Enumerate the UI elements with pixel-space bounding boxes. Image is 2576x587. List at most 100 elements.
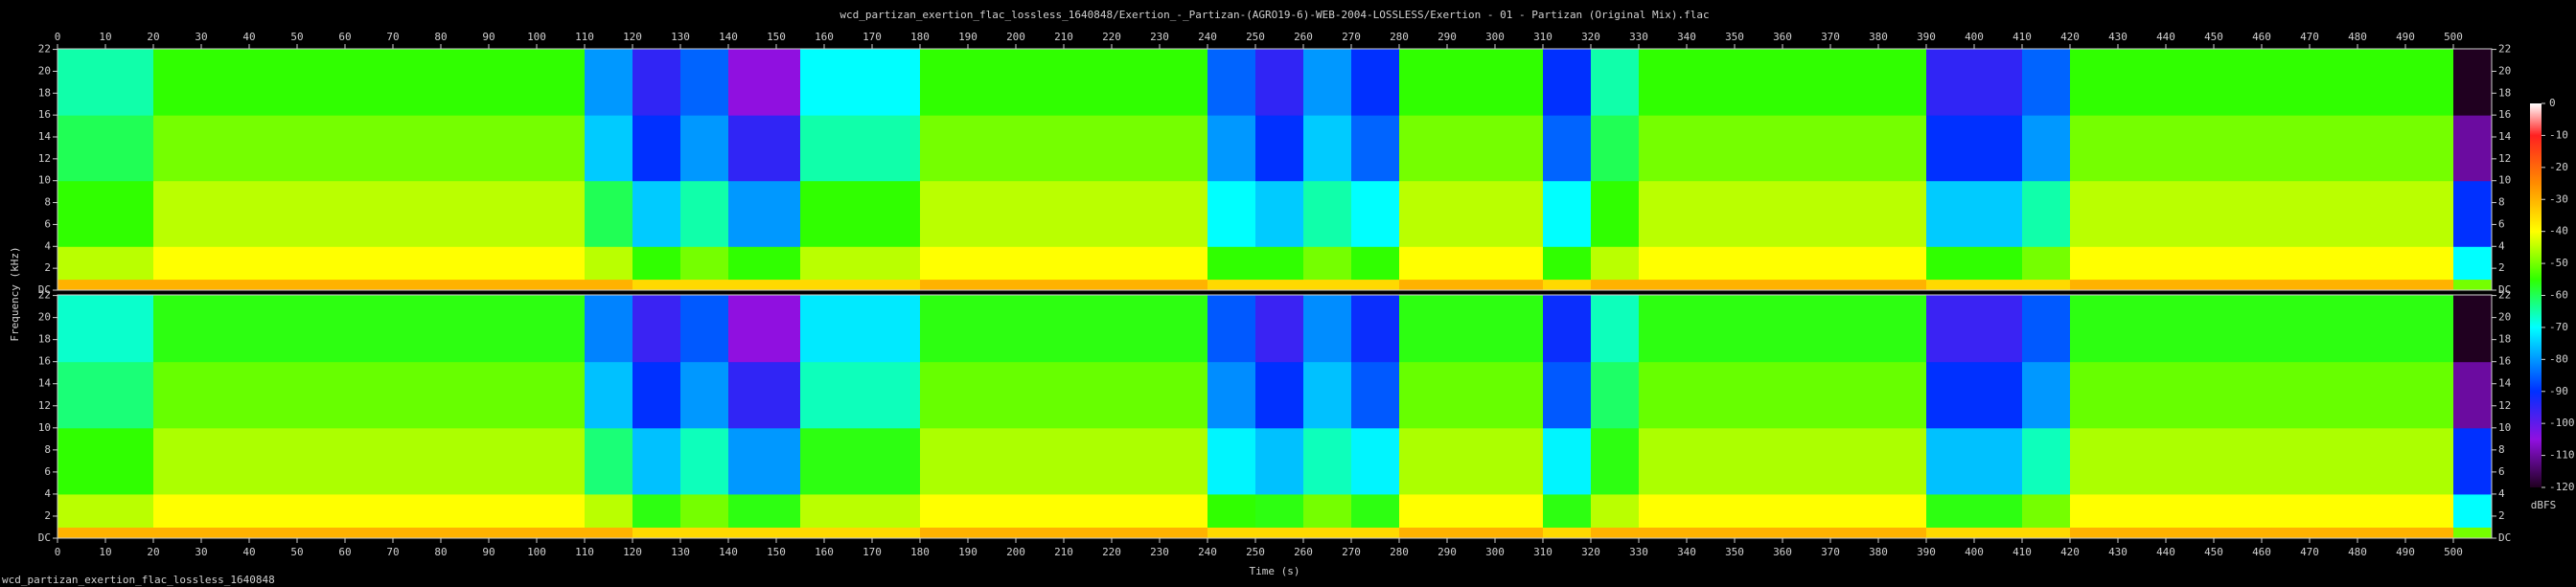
x-tick-label: 90: [482, 31, 494, 43]
spectrogram-cell: [1399, 246, 1544, 281]
spectrogram-cell: [1351, 427, 1400, 495]
spectrogram-cell: [1926, 295, 2023, 363]
spectrogram-cell: [58, 49, 154, 116]
y-tick-label: 20: [38, 311, 51, 324]
colorbar-tick-label: -30: [2549, 192, 2568, 205]
colorbar-tick-label: -70: [2549, 321, 2568, 333]
spectrogram-cell: [632, 180, 681, 247]
spectrogram-cell: [2453, 279, 2493, 291]
spectrogram-cell: [680, 427, 729, 495]
x-tick-label: 410: [2012, 31, 2032, 43]
spectrogram-cell: [1208, 361, 1256, 429]
x-tick-label: 100: [527, 31, 546, 43]
x-tick-label: 500: [2444, 546, 2463, 558]
spectrogram-cell: [680, 49, 729, 116]
x-tick-label: 240: [1198, 546, 1217, 558]
x-tick-label: 60: [338, 546, 351, 558]
spectrogram-cell: [728, 493, 801, 528]
x-tick-label: 380: [1869, 31, 1888, 43]
x-tick-label: 270: [1342, 546, 1361, 558]
spectrogram-cell: [1303, 493, 1352, 528]
spectrogram-cell: [58, 279, 154, 291]
spectrogram-cell: [2070, 180, 2454, 247]
spectrogram-cell: [58, 295, 154, 363]
y-tick-label: DC: [38, 531, 51, 544]
plot-frame: [57, 294, 2493, 539]
spectrogram-cell: [1351, 180, 1400, 247]
x-tick-label: 270: [1342, 31, 1361, 43]
spectrogram-cell: [920, 49, 1208, 116]
spectrogram-cell: [1543, 361, 1592, 429]
spectrogram-cell: [585, 295, 633, 363]
x-tick-label: 440: [2156, 31, 2175, 43]
y-tick-label: 12: [2498, 152, 2511, 165]
y-tick-label: 4: [2498, 487, 2505, 500]
spectrogram-cell: [153, 246, 586, 281]
spectrogram-cell: [1208, 115, 1256, 182]
x-tick-label: 330: [1629, 31, 1648, 43]
spectrogram-cell: [1591, 361, 1640, 429]
x-tick-label: 220: [1102, 31, 1121, 43]
spectrogram-cell: [728, 361, 801, 429]
x-tick-label: 330: [1629, 546, 1648, 558]
x-tick-label: 340: [1677, 546, 1696, 558]
y-tick-label: 22: [2498, 43, 2511, 56]
y-tick-label: 8: [2498, 443, 2505, 456]
x-tick-label: 430: [2108, 546, 2128, 558]
x-tick-label: 80: [434, 546, 447, 558]
x-tick-label: 420: [2060, 546, 2080, 558]
spectrogram-cell: [1303, 361, 1352, 429]
spectrogram-cell: [920, 295, 1208, 363]
spectrogram-cell: [800, 361, 921, 429]
spectrogram-cell: [680, 115, 729, 182]
spectrogram-cell: [585, 427, 633, 495]
y-tick-label: 20: [38, 64, 51, 77]
colorbar-tick-label: -40: [2549, 225, 2568, 237]
spectrogram-cell: [800, 115, 921, 182]
x-tick-label: 450: [2204, 546, 2223, 558]
y-tick-label: 18: [38, 86, 51, 99]
spectrogram-cell: [632, 295, 681, 363]
spectrogram-cell: [800, 527, 921, 539]
spectrogram-cell: [800, 180, 921, 247]
spectrogram-cell: [153, 527, 586, 539]
spectrogram-cell: [1255, 527, 1304, 539]
spectrogram-cell: [680, 295, 729, 363]
spectrogram-cell: [920, 279, 1208, 291]
spectrogram-cell: [1351, 279, 1400, 291]
x-tick-label: 480: [2348, 546, 2367, 558]
x-tick-label: 30: [195, 31, 207, 43]
x-tick-label: 480: [2348, 31, 2367, 43]
spectrogram-cell: [1303, 115, 1352, 182]
spectrogram-cell: [1351, 295, 1400, 363]
spectrogram-cell: [1351, 246, 1400, 281]
spectrogram-cell: [1926, 180, 2023, 247]
spectrogram-cell: [1591, 279, 1640, 291]
x-tick-label: 200: [1006, 31, 1025, 43]
spectrogram-cell: [680, 246, 729, 281]
spectrogram-cell: [632, 493, 681, 528]
y-tick-label: 20: [2498, 311, 2511, 324]
spectrogram-cell: [1543, 246, 1592, 281]
spectrogram-cell: [1399, 115, 1544, 182]
spectrogram-cell: [2453, 361, 2493, 429]
spectrogram-cell: [1208, 295, 1256, 363]
spectrogram-cell: [2070, 246, 2454, 281]
spectrogram-cell: [728, 527, 801, 539]
spectrogram-cell: [2453, 493, 2493, 528]
x-tick-label: 440: [2156, 546, 2175, 558]
spectrogram-cell: [680, 180, 729, 247]
x-tick-label: 300: [1485, 546, 1505, 558]
spectrogram-cell: [1591, 246, 1640, 281]
spectrogram-cell: [1399, 427, 1544, 495]
y-tick-label: 12: [2498, 399, 2511, 412]
spectrogram-cell: [585, 115, 633, 182]
x-tick-label: 400: [1965, 546, 1984, 558]
colorbar-tick-label: -20: [2549, 161, 2568, 173]
x-tick-label: 40: [242, 31, 255, 43]
spectrogram-cell: [920, 180, 1208, 247]
spectrogram-cell: [680, 279, 729, 291]
x-tick-label: 130: [671, 31, 690, 43]
spectrogram-cell: [1399, 279, 1544, 291]
